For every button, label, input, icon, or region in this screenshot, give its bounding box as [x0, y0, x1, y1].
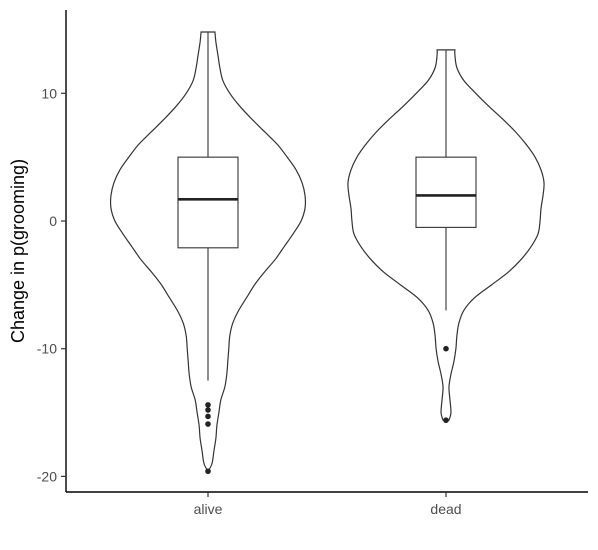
outlier-point	[205, 407, 211, 413]
x-tick-label-alive: alive	[194, 501, 223, 517]
x-axis-ticks: alive dead	[194, 492, 462, 517]
y-axis-title: Change in p(grooming)	[8, 159, 28, 343]
y-axis-ticks: 10 0 -10 -20	[37, 85, 66, 484]
outlier-point	[443, 345, 449, 352]
y-tick-label: -10	[37, 341, 57, 357]
box-dead	[415, 156, 477, 228]
box-alive	[177, 156, 239, 249]
outlier-point	[205, 402, 211, 408]
group-alive	[109, 31, 307, 475]
x-tick-label-dead: dead	[430, 501, 461, 517]
outlier-point	[443, 417, 449, 424]
outlier-point	[205, 468, 211, 475]
y-tick-label: -20	[37, 468, 57, 484]
outlier-point	[205, 421, 211, 427]
group-dead	[347, 49, 545, 424]
outlier-point	[205, 413, 211, 420]
plot-area	[109, 31, 545, 475]
y-tick-label: 0	[49, 213, 57, 229]
y-tick-label: 10	[41, 85, 57, 101]
